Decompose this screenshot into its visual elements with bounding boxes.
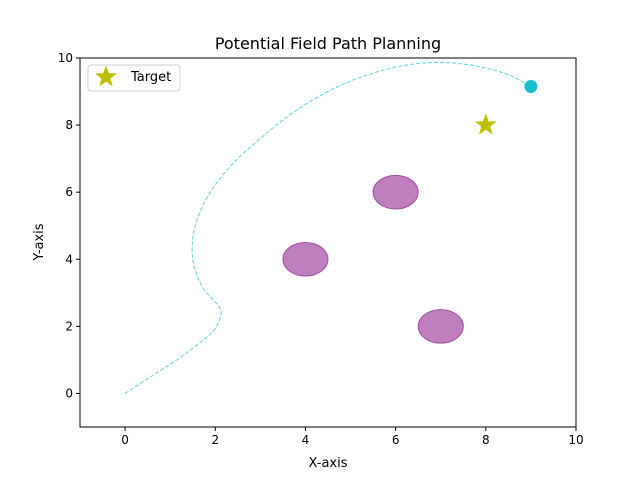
x-tick-label: 10	[568, 433, 583, 447]
y-tick-label: 2	[65, 319, 73, 333]
y-tick-label: 4	[65, 252, 73, 266]
target-star-icon	[474, 113, 497, 135]
obstacle-2	[372, 174, 419, 210]
x-tick-label: 4	[302, 433, 310, 447]
legend-star-shape	[95, 65, 117, 87]
y-tick-label: 0	[65, 386, 73, 400]
chart-title: Potential Field Path Planning	[215, 34, 441, 53]
axis-ticks: 0 2 4 6 8 10 0 2 4 6 8 10	[58, 51, 584, 447]
x-tick-label: 0	[121, 433, 129, 447]
plot-area	[124, 61, 538, 394]
y-tick-label: 10	[58, 51, 73, 65]
y-axis-label: Y-axis	[32, 223, 47, 261]
current-position-marker	[524, 80, 538, 94]
x-tick-label: 2	[211, 433, 219, 447]
axes-frame	[79, 57, 577, 428]
y-tick-label: 8	[65, 118, 73, 132]
obstacle-3	[417, 309, 464, 344]
x-tick-label: 6	[392, 433, 400, 447]
legend-label-target: Target	[130, 70, 171, 85]
path-line	[124, 61, 532, 394]
legend-target-star-icon	[95, 65, 117, 87]
y-tick-label: 6	[65, 185, 73, 199]
obstacle-1	[282, 242, 329, 277]
x-axis-label: X-axis	[309, 456, 348, 471]
legend: Target	[87, 64, 181, 92]
x-tick-label: 8	[482, 433, 490, 447]
